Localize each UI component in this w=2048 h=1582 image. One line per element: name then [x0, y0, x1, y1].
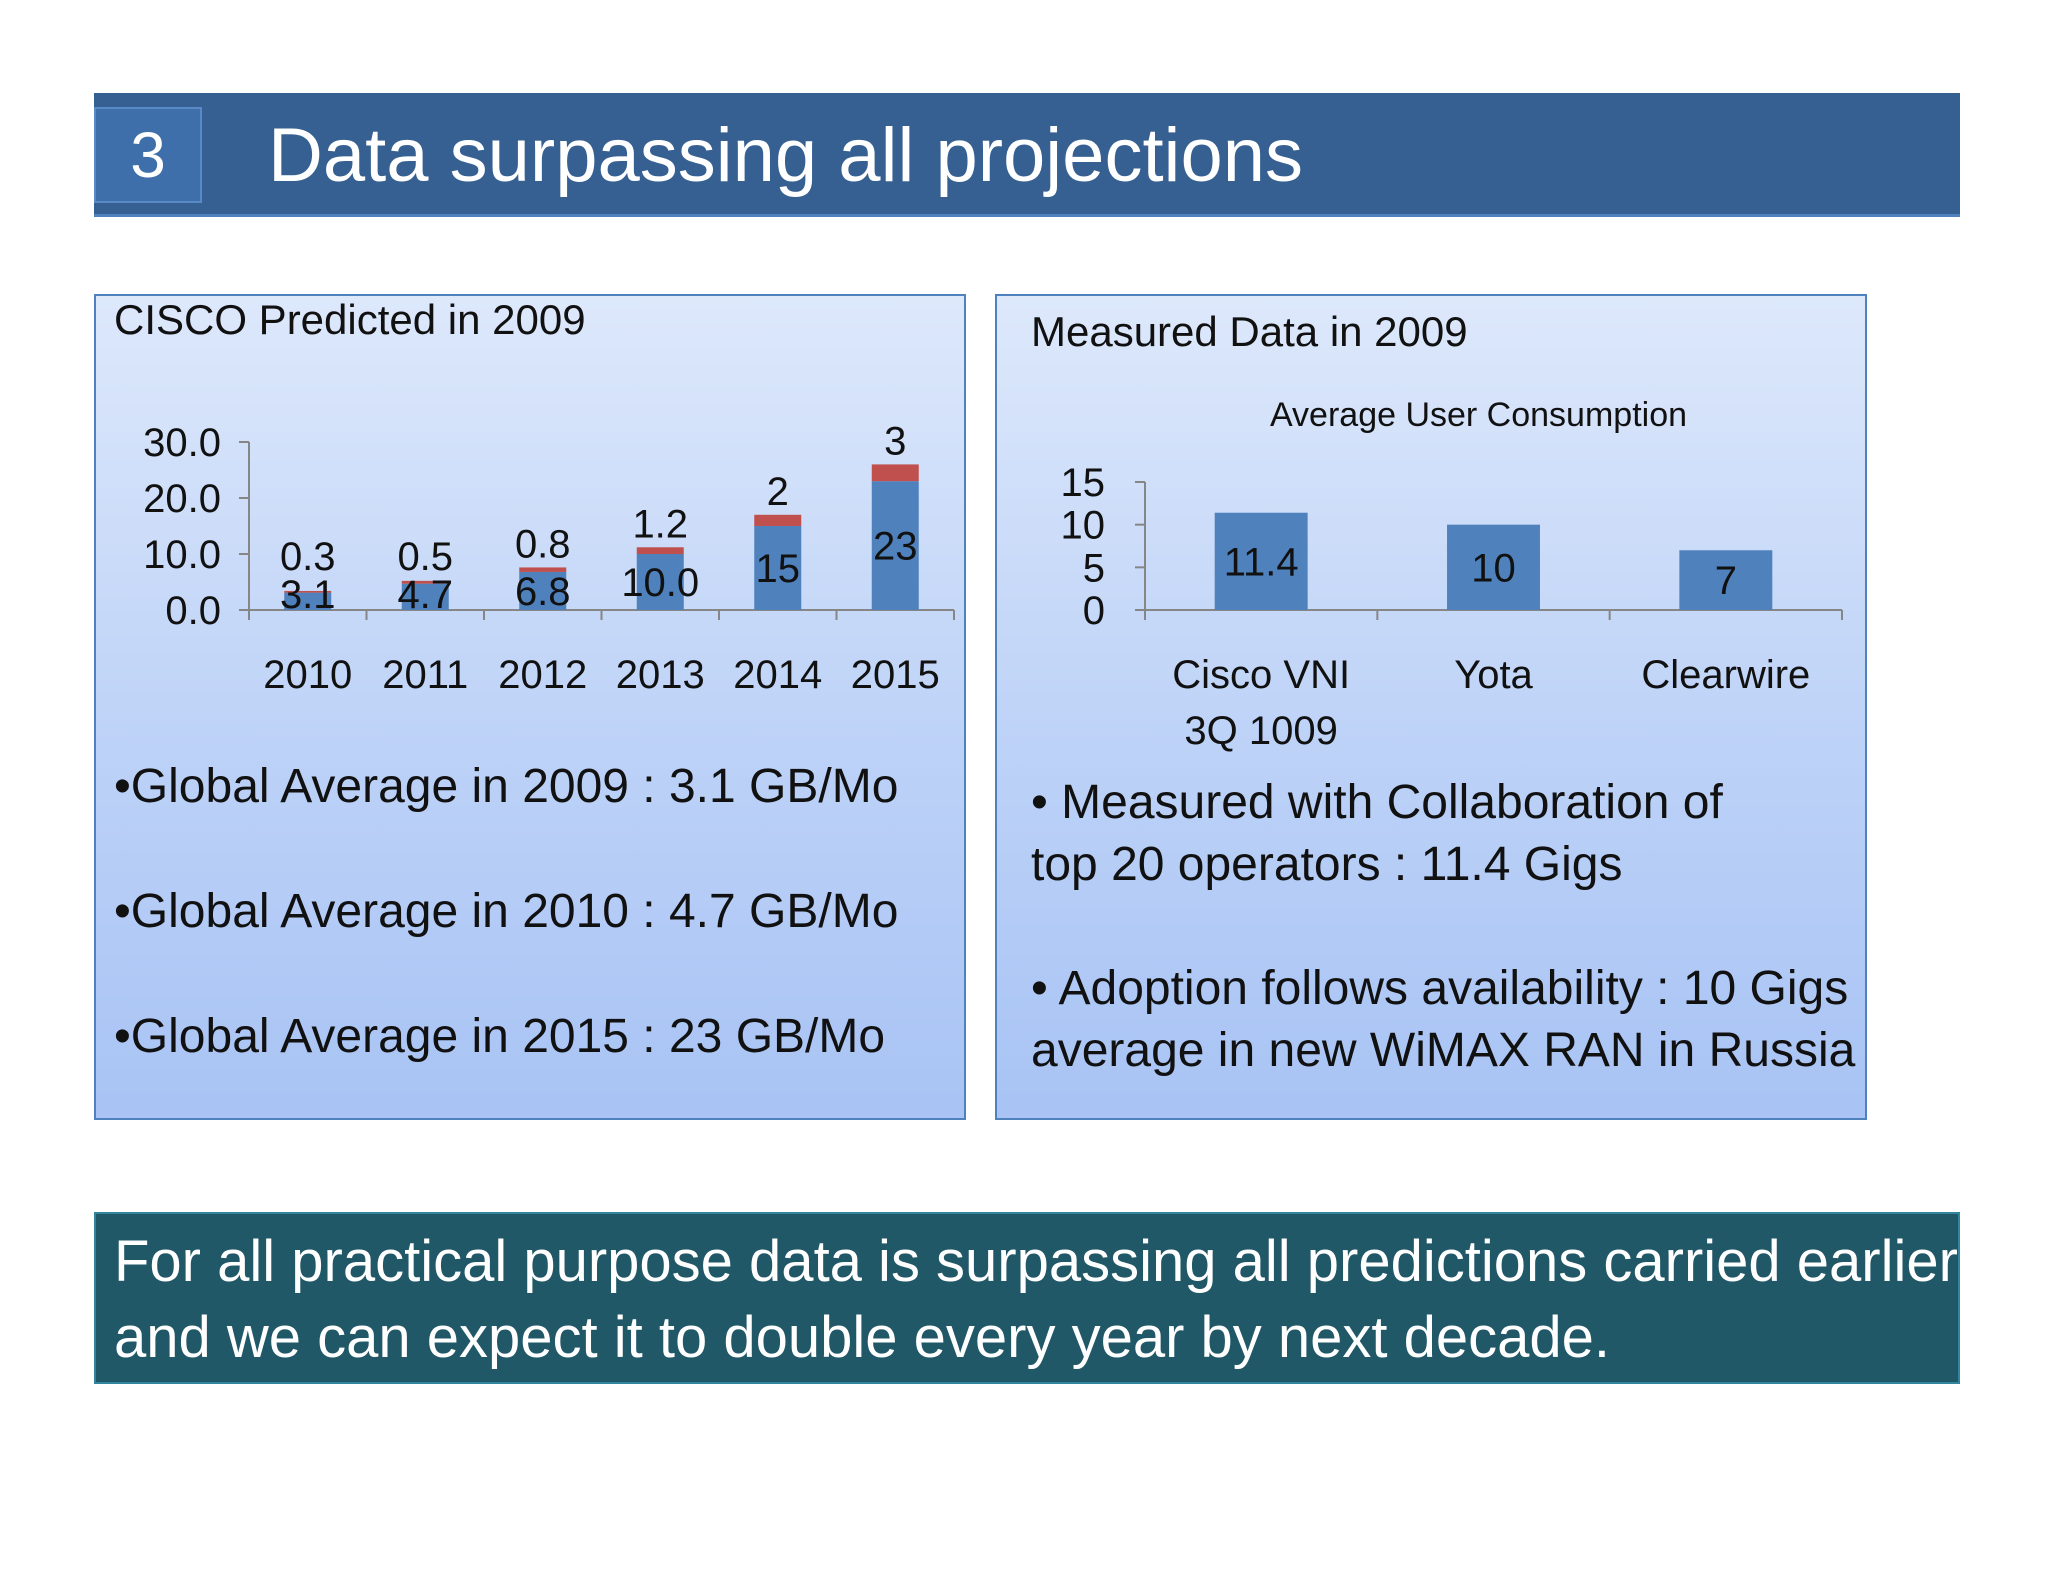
x-tick-label: 2015 [851, 653, 940, 697]
consumption-chart: Average User Consumption05101511.4Cisco … [1061, 396, 1843, 753]
bar-segment [754, 526, 802, 610]
data-label: 0.8 [515, 522, 571, 566]
conclusion-banner: For all practical purpose data is surpas… [94, 1212, 1960, 1384]
bullet-collaboration: • Measured with Collaboration of top 20 … [1031, 772, 1723, 896]
measured-data-panel: Measured Data in 2009 Average User Consu… [995, 294, 1867, 1120]
bar [1214, 512, 1308, 610]
data-label: 23 [873, 525, 918, 569]
x-tick-label: 2011 [382, 653, 468, 697]
x-tick-label: 2012 [498, 653, 587, 697]
x-tick-label: Clearwire [1641, 653, 1810, 697]
title-bar [94, 93, 1960, 217]
bar-segment [871, 481, 919, 610]
data-label: 11.4 [1224, 540, 1299, 584]
bullet-global-2015: •Global Average in 2015 : 23 GB/Mo [114, 1010, 886, 1063]
bar [1679, 550, 1773, 610]
conclusion-line-2: and we can expect it to double every yea… [114, 1305, 1611, 1370]
cisco-prediction-panel: CISCO Predicted in 2009 0.0 10.0 20.0 30.0 3… [94, 294, 966, 1120]
x-tick-label: 2013 [616, 653, 705, 697]
y-tick-label: 10 [1061, 504, 1106, 548]
data-label: 3 [884, 419, 906, 463]
y-tick-label: 5 [1083, 546, 1105, 590]
y-tick-label: 30.0 [143, 421, 221, 465]
slide-title: Data surpassing all projections [268, 113, 1303, 198]
chart-title: Average User Consumption [1270, 396, 1687, 434]
x-tick-label: Cisco VNI [1172, 653, 1350, 697]
x-tick-label: 2014 [733, 653, 822, 697]
x-tick-label: 3Q 1009 [1184, 709, 1337, 753]
bullet-adoption: • Adoption follows availability : 10 Gig… [1031, 958, 1855, 1082]
x-tick-label: 2010 [263, 653, 352, 697]
bar-segment [519, 571, 567, 610]
data-label: 6.8 [515, 570, 571, 614]
bar-segment [636, 554, 684, 610]
data-label: 2 [767, 470, 789, 514]
bar-segment [401, 580, 449, 584]
bullet-adoption-line-1: • Adoption follows availability : 10 Gig… [1031, 962, 1849, 1015]
x-tick-label: Yota [1454, 653, 1533, 697]
bar-segment [871, 464, 919, 482]
bar-segment [284, 592, 332, 610]
data-label: 10.0 [621, 561, 699, 605]
y-tick-label: 20.0 [143, 477, 221, 521]
bar-segment [519, 567, 567, 572]
bullet-collaboration-line-1: • Measured with Collaboration of [1031, 776, 1723, 829]
bar-segment [284, 590, 332, 593]
cisco-prediction-chart: 0.0 10.0 20.0 30.0 3.10.3 2010 4.70.5 2011 6.80.… [143, 419, 955, 697]
data-label: 1.2 [632, 502, 688, 546]
bar-segment [636, 547, 684, 554]
bar-segment [754, 514, 802, 526]
bullet-collaboration-line-2: top 20 operators : 11.4 Gigs [1031, 838, 1623, 891]
measured-panel-heading: Measured Data in 2009 [1031, 308, 1468, 355]
cisco-panel-heading: CISCO Predicted in 2009 [114, 296, 586, 343]
y-tick-label: 0 [1083, 589, 1105, 633]
data-label: 7 [1715, 559, 1737, 603]
y-tick-label: 15 [1061, 461, 1106, 505]
data-label: 0.5 [397, 535, 453, 579]
data-label: 4.7 [397, 573, 453, 617]
bullet-adoption-line-2: average in new WiMAX RAN in Russia [1031, 1024, 1856, 1077]
data-label: 10 [1471, 546, 1516, 590]
data-label: 3.1 [280, 573, 336, 617]
data-label: 0.3 [280, 535, 336, 579]
y-tick-label: 0.0 [165, 589, 221, 633]
bar-segment [401, 583, 449, 610]
bullet-global-2010: •Global Average in 2010 : 4.7 GB/Mo [114, 885, 899, 938]
bullet-global-2009: •Global Average in 2009 : 3.1 GB/Mo [114, 760, 899, 813]
slide-number: 3 [94, 107, 202, 203]
bar [1447, 524, 1540, 610]
y-tick-label: 10.0 [143, 533, 221, 577]
conclusion-line-1: For all practical purpose data is surpas… [114, 1229, 1958, 1294]
data-label: 15 [756, 547, 801, 591]
